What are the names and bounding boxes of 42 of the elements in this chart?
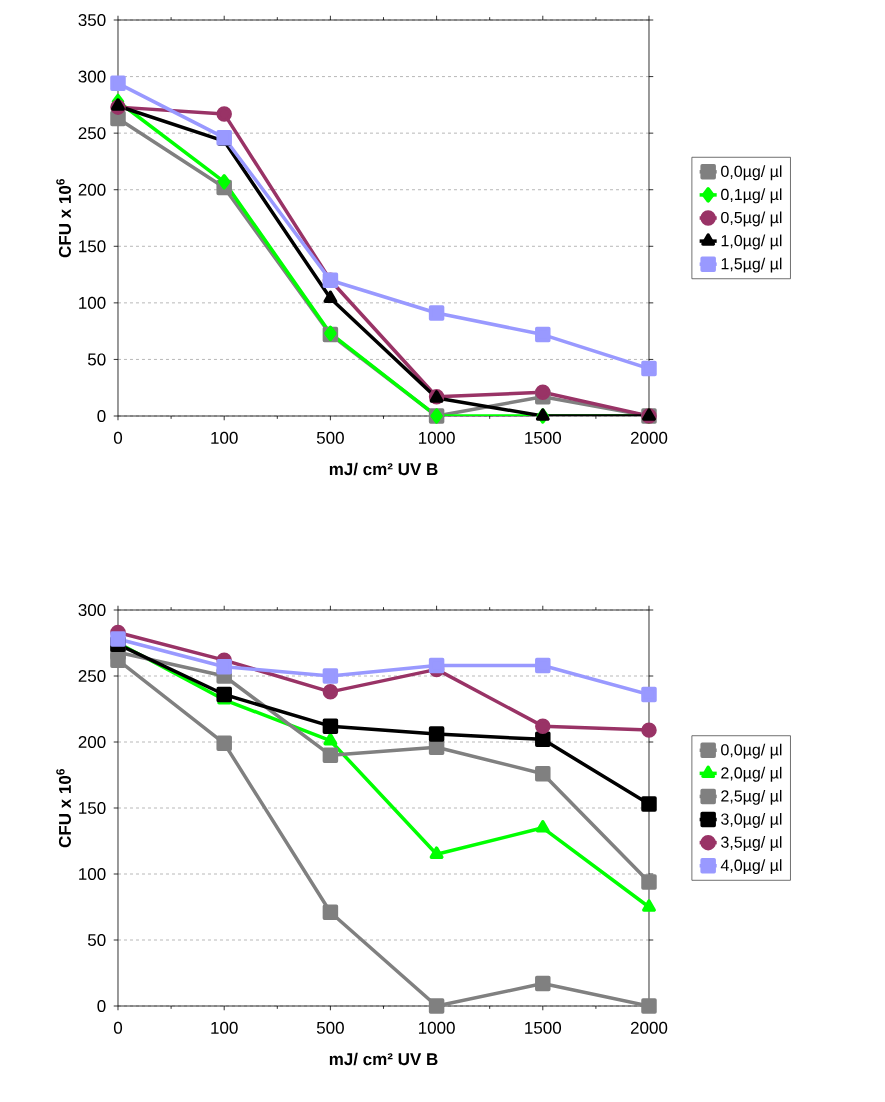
y-tick-label: 100 bbox=[79, 296, 106, 309]
legend-label: 2,5µg/ µl bbox=[721, 789, 782, 805]
legend-label: 3,5µg/ µl bbox=[721, 836, 782, 852]
x-axis-title: mJ/ cm² UV B bbox=[329, 1052, 438, 1066]
x-tick-label: 1000 bbox=[418, 431, 455, 444]
y-tick-label: 200 bbox=[78, 183, 106, 196]
x-tick-label: 500 bbox=[316, 1021, 344, 1034]
x-tick-label: 0 bbox=[113, 1021, 123, 1034]
y-tick-label: 0 bbox=[97, 409, 106, 423]
y-tick-label: 350 bbox=[78, 13, 106, 27]
legend-label: 1,5µg/ µl bbox=[721, 257, 782, 273]
y-tick-label: 0 bbox=[97, 999, 106, 1013]
legend-label: 0,0µg/ µl bbox=[721, 165, 782, 181]
y-tick-label: 100 bbox=[79, 867, 106, 881]
y-tick-label: 150 bbox=[79, 240, 106, 253]
y-axis-title: CFU x 10$^{6}$ bbox=[56, 769, 71, 848]
x-tick-label: 100 bbox=[211, 1021, 238, 1034]
y-tick-label: 300 bbox=[78, 70, 106, 83]
y-tick-label: 300 bbox=[78, 603, 106, 617]
x-tick-label: 1500 bbox=[525, 1021, 562, 1034]
x-tick-label: 1000 bbox=[418, 1021, 455, 1034]
legend-label: 4,0µg/ µl bbox=[720, 859, 782, 875]
y-axis-title: CFU x 10$^{6}$ bbox=[56, 179, 71, 258]
y-tick-label: 150 bbox=[79, 801, 106, 815]
legend-label: 1,0µg/ µl bbox=[721, 234, 782, 250]
x-tick-label: 1500 bbox=[525, 431, 562, 444]
y-tick-label: 50 bbox=[87, 353, 106, 366]
x-tick-label: 0 bbox=[113, 431, 123, 444]
x-tick-label: 100 bbox=[211, 431, 238, 444]
x-axis-title: mJ/ cm² UV B bbox=[329, 462, 438, 476]
y-tick-label: 50 bbox=[87, 933, 106, 947]
legend-label: 3,0µg/ µl bbox=[721, 813, 782, 828]
legend-label: 0,0µg/ µl bbox=[721, 743, 782, 759]
legend-label: 0,5µg/ µl bbox=[721, 211, 782, 227]
y-tick-label: 250 bbox=[78, 127, 106, 140]
legend-label: 0,1µg/ µl bbox=[721, 188, 782, 204]
x-tick-label: 500 bbox=[316, 431, 344, 444]
y-tick-label: 200 bbox=[78, 735, 106, 749]
y-tick-label: 250 bbox=[78, 669, 106, 683]
x-tick-label: 2000 bbox=[630, 1021, 668, 1034]
legend-label: 2,0µg/ µl bbox=[721, 766, 782, 782]
x-tick-label: 2000 bbox=[630, 431, 668, 444]
